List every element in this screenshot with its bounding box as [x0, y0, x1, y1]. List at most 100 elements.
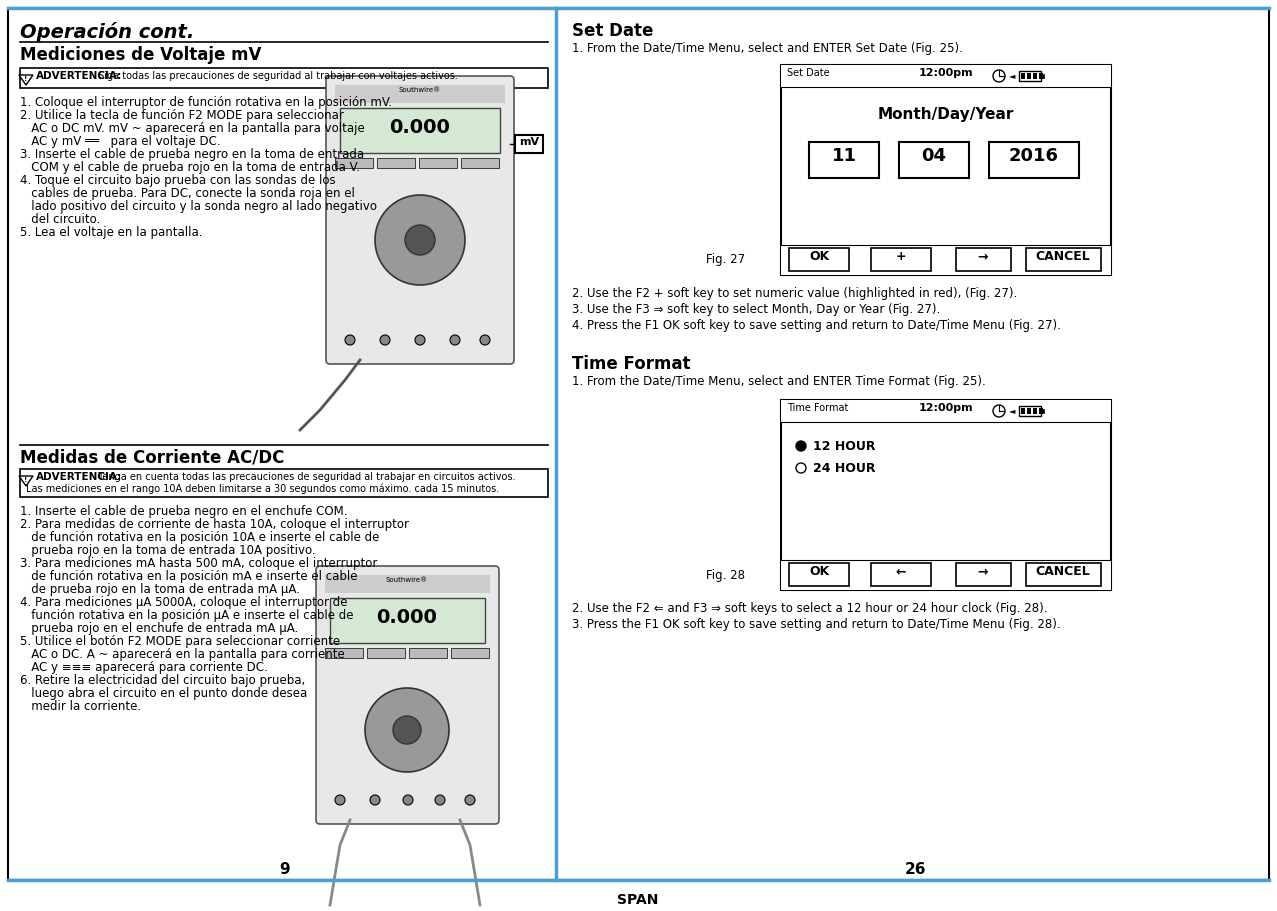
Text: 1. Coloque el interruptor de función rotativa en la posición mV.: 1. Coloque el interruptor de función rot…	[20, 96, 392, 109]
Text: ←: ←	[895, 565, 907, 578]
Bar	[1025, 248, 1101, 271]
Bar	[1027, 408, 1031, 414]
Bar	[419, 158, 457, 168]
Bar	[1022, 408, 1025, 414]
Circle shape	[450, 335, 460, 345]
Text: Time Format: Time Format	[787, 403, 848, 413]
Bar	[326, 575, 490, 593]
Bar	[329, 598, 485, 643]
Text: de función rotativa en la posición mA e inserte el cable: de función rotativa en la posición mA e …	[20, 570, 358, 583]
Text: Fig. 28: Fig. 28	[706, 568, 744, 581]
Text: de función rotativa en la posición 10A e inserte el cable de: de función rotativa en la posición 10A e…	[20, 531, 379, 544]
Text: 1. Inserte el cable de prueba negro en el enchufe COM.: 1. Inserte el cable de prueba negro en e…	[20, 505, 347, 518]
Bar	[782, 65, 1111, 275]
Bar	[1033, 408, 1037, 414]
Text: AC o DC. A ~ aparecerá en la pantalla para corriente: AC o DC. A ~ aparecerá en la pantalla pa…	[20, 648, 345, 661]
Text: Mediciones de Voltaje mV: Mediciones de Voltaje mV	[20, 46, 262, 64]
Text: 12:00pm: 12:00pm	[918, 68, 973, 78]
Bar	[451, 648, 489, 658]
Text: 6. Retire la electricidad del circuito bajo prueba,: 6. Retire la electricidad del circuito b…	[20, 674, 305, 687]
Text: !: !	[24, 477, 28, 483]
Circle shape	[335, 795, 345, 805]
Bar	[20, 469, 548, 497]
Text: 3. Press the F1 OK soft key to save setting and return to Date/Time Menu (Fig. 2: 3. Press the F1 OK soft key to save sett…	[572, 618, 1061, 631]
Circle shape	[404, 795, 412, 805]
Bar	[461, 158, 499, 168]
Bar	[366, 648, 405, 658]
Bar	[782, 245, 1111, 275]
Text: Tenga en cuenta todas las precauciones de seguridad al trabajar en circuitos act: Tenga en cuenta todas las precauciones d…	[94, 472, 516, 482]
Text: 5. Lea el voltaje en la pantalla.: 5. Lea el voltaje en la pantalla.	[20, 226, 203, 239]
Bar	[871, 563, 931, 586]
Text: del circuito.: del circuito.	[20, 213, 101, 226]
Bar	[335, 85, 504, 103]
Text: 2016: 2016	[1009, 147, 1059, 165]
Text: 24 HOUR: 24 HOUR	[813, 462, 876, 475]
Text: 1. From the Date/Time Menu, select and ENTER Set Date (Fig. 25).: 1. From the Date/Time Menu, select and E…	[572, 42, 963, 55]
Bar	[871, 248, 931, 271]
Bar	[1041, 74, 1045, 78]
Text: 12:00pm: 12:00pm	[918, 403, 973, 413]
Bar	[782, 65, 1111, 87]
Text: 4. Toque el circuito bajo prueba con las sondas de los: 4. Toque el circuito bajo prueba con las…	[20, 174, 336, 187]
FancyBboxPatch shape	[326, 76, 515, 364]
Bar	[1019, 406, 1041, 416]
Text: OK: OK	[808, 250, 829, 263]
Bar	[1027, 73, 1031, 79]
Bar	[1022, 73, 1025, 79]
Bar	[956, 563, 1011, 586]
Bar	[340, 108, 501, 153]
Text: 26: 26	[904, 862, 926, 877]
Bar	[782, 400, 1111, 590]
Bar	[988, 142, 1079, 178]
Text: 0.000: 0.000	[389, 118, 451, 137]
Circle shape	[375, 195, 465, 285]
Text: mV: mV	[518, 137, 539, 147]
Text: 0.000: 0.000	[377, 608, 438, 627]
Text: →: →	[978, 565, 988, 578]
Text: !: !	[24, 76, 28, 82]
Text: prueba rojo en la toma de entrada 10A positivo.: prueba rojo en la toma de entrada 10A po…	[20, 544, 315, 557]
Text: AC y mV ══   para el voltaje DC.: AC y mV ══ para el voltaje DC.	[20, 135, 221, 148]
Text: Southwire®: Southwire®	[398, 87, 441, 93]
Bar	[789, 248, 849, 271]
Text: 12 HOUR: 12 HOUR	[813, 440, 876, 453]
Text: SPAN: SPAN	[617, 893, 659, 907]
Text: Set Date: Set Date	[572, 22, 654, 40]
Bar	[515, 135, 543, 153]
Text: 4. Press the F1 OK soft key to save setting and return to Date/Time Menu (Fig. 2: 4. Press the F1 OK soft key to save sett…	[572, 319, 1061, 332]
Text: prueba rojo en el enchufe de entrada mA µA.: prueba rojo en el enchufe de entrada mA …	[20, 622, 299, 635]
Text: 3. Para mediciones mA hasta 500 mA, coloque el interruptor: 3. Para mediciones mA hasta 500 mA, colo…	[20, 557, 378, 570]
Text: 1. From the Date/Time Menu, select and ENTER Time Format (Fig. 25).: 1. From the Date/Time Menu, select and E…	[572, 375, 986, 388]
Circle shape	[393, 716, 421, 744]
Text: 5. Utilice el botón F2 MODE para seleccionar corriente: 5. Utilice el botón F2 MODE para selecci…	[20, 635, 340, 648]
Text: 04: 04	[922, 147, 946, 165]
Text: 2. Para medidas de corriente de hasta 10A, coloque el interruptor: 2. Para medidas de corriente de hasta 10…	[20, 518, 409, 531]
Bar	[810, 142, 879, 178]
Text: 3. Inserte el cable de prueba negro en la toma de entrada: 3. Inserte el cable de prueba negro en l…	[20, 148, 364, 161]
Circle shape	[381, 335, 389, 345]
Bar	[899, 142, 969, 178]
Bar	[956, 248, 1011, 271]
Bar	[1039, 73, 1043, 79]
Text: Siga todas las precauciones de seguridad al trabajar con voltajes activos.: Siga todas las precauciones de seguridad…	[94, 71, 458, 81]
Circle shape	[415, 335, 425, 345]
Text: 2. Use the F2 ⇐ and F3 ⇒ soft keys to select a 12 hour or 24 hour clock (Fig. 28: 2. Use the F2 ⇐ and F3 ⇒ soft keys to se…	[572, 602, 1047, 615]
Circle shape	[994, 70, 1005, 82]
Circle shape	[465, 795, 475, 805]
Text: CANCEL: CANCEL	[1036, 250, 1091, 263]
Bar	[335, 158, 373, 168]
Circle shape	[994, 405, 1005, 417]
Text: ◄: ◄	[1009, 406, 1015, 415]
Text: →: →	[978, 250, 988, 263]
Text: ADVERTENCIA:: ADVERTENCIA:	[36, 472, 123, 482]
Bar	[782, 400, 1111, 422]
Text: Medidas de Corriente AC/DC: Medidas de Corriente AC/DC	[20, 449, 285, 467]
Bar	[1025, 563, 1101, 586]
Text: de prueba rojo en la toma de entrada mA µA.: de prueba rojo en la toma de entrada mA …	[20, 583, 300, 596]
Text: luego abra el circuito en el punto donde desea: luego abra el circuito en el punto donde…	[20, 687, 308, 700]
Text: 9: 9	[280, 862, 290, 877]
Text: 11: 11	[831, 147, 857, 165]
Bar	[326, 648, 363, 658]
Bar	[789, 563, 849, 586]
